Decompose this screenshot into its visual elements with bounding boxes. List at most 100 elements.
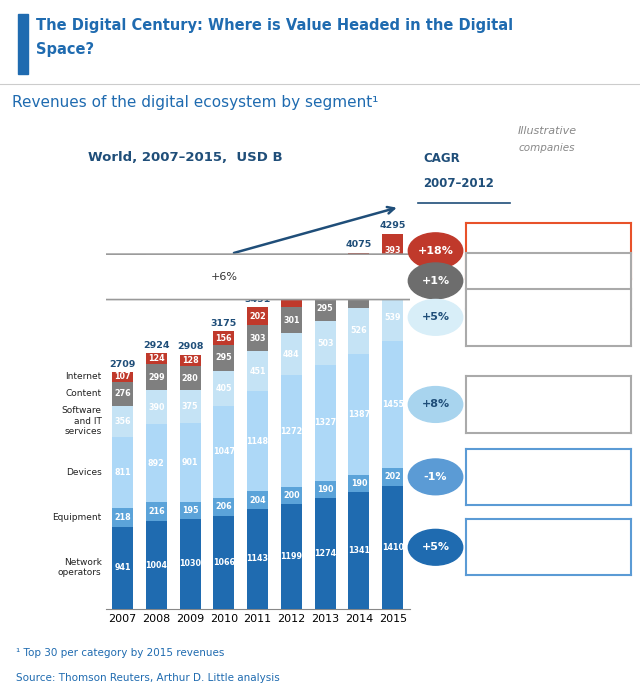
Text: 301: 301 (283, 316, 300, 325)
Bar (180, 355, 200, 366)
Text: CAGR: CAGR (423, 152, 460, 165)
Text: 2007–2012: 2007–2012 (423, 178, 494, 191)
Text: 1327: 1327 (314, 418, 336, 427)
Text: Source: Thomson Reuters, Arthur D. Little analysis: Source: Thomson Reuters, Arthur D. Littl… (16, 673, 280, 682)
Text: 190: 190 (351, 479, 367, 488)
Text: 375: 375 (182, 402, 198, 411)
Bar (281, 486, 302, 504)
Ellipse shape (408, 263, 463, 299)
Text: 1410: 1410 (381, 543, 404, 552)
Text: Devices: Devices (66, 468, 102, 477)
Text: 2709: 2709 (109, 360, 136, 369)
Text: Space?: Space? (36, 42, 94, 57)
Bar (146, 390, 167, 424)
Text: 276: 276 (114, 389, 131, 398)
Text: 1455: 1455 (381, 400, 404, 409)
Bar (315, 295, 335, 321)
Text: 295: 295 (317, 303, 333, 312)
Bar (180, 366, 200, 390)
Bar (348, 283, 369, 308)
Bar (213, 516, 234, 609)
Text: +1%: +1% (422, 276, 449, 286)
Bar (18, 14, 28, 74)
Bar (315, 321, 335, 365)
Bar (382, 234, 403, 268)
Bar (180, 502, 200, 519)
Bar (112, 526, 133, 609)
Bar (112, 372, 133, 382)
Bar (348, 252, 369, 283)
Bar (247, 325, 268, 352)
Text: 811: 811 (114, 468, 131, 477)
Bar (382, 468, 403, 486)
Text: 356: 356 (114, 417, 131, 426)
Bar (315, 365, 335, 481)
Text: +5%: +5% (422, 542, 449, 552)
Bar (213, 406, 234, 497)
Text: 299: 299 (148, 373, 164, 382)
Bar (213, 332, 234, 345)
Text: Equipment: Equipment (52, 513, 102, 522)
Bar (281, 333, 302, 376)
Text: 216: 216 (148, 507, 164, 516)
Text: Internet: Internet (65, 372, 102, 381)
Bar (112, 382, 133, 406)
Text: 393: 393 (385, 246, 401, 255)
Text: 4075: 4075 (346, 240, 372, 249)
Text: 390: 390 (148, 402, 164, 412)
Text: 539: 539 (385, 313, 401, 322)
Bar (146, 502, 167, 521)
Text: 3451: 3451 (244, 295, 271, 304)
Bar (180, 390, 200, 423)
Bar (281, 286, 302, 307)
Text: 1148: 1148 (246, 436, 269, 446)
Text: 204: 204 (250, 495, 266, 504)
Text: 1143: 1143 (246, 555, 269, 563)
Text: 892: 892 (148, 459, 164, 468)
Bar (281, 307, 302, 333)
Text: 1274: 1274 (314, 549, 336, 558)
Bar (382, 341, 403, 468)
Text: The Digital Century: Where is Value Headed in the Digital: The Digital Century: Where is Value Head… (36, 18, 513, 33)
Text: Revenues of the digital ecosystem by segment¹: Revenues of the digital ecosystem by seg… (12, 95, 378, 110)
Text: 202: 202 (385, 473, 401, 482)
Bar (180, 423, 200, 502)
Bar (112, 508, 133, 526)
Text: 1199: 1199 (280, 552, 302, 561)
Text: ¹ Top 30 per category by 2015 revenues: ¹ Top 30 per category by 2015 revenues (16, 648, 225, 658)
Text: 195: 195 (182, 506, 198, 515)
Text: 1387: 1387 (348, 410, 370, 419)
Text: 287: 287 (317, 278, 333, 288)
Bar (247, 308, 268, 325)
Bar (315, 497, 335, 609)
Bar (348, 354, 369, 475)
Bar (146, 354, 167, 364)
Text: 1272: 1272 (280, 427, 303, 436)
Bar (315, 481, 335, 497)
Bar (247, 509, 268, 609)
Bar (281, 376, 302, 486)
Text: 2908: 2908 (177, 343, 204, 352)
Text: 200: 200 (283, 491, 300, 500)
Text: 3695: 3695 (278, 274, 305, 283)
Ellipse shape (408, 459, 463, 495)
Text: 303: 303 (250, 334, 266, 343)
Bar (112, 406, 133, 437)
Bar (348, 492, 369, 609)
Text: 343: 343 (351, 264, 367, 272)
Text: 295: 295 (216, 354, 232, 363)
Text: Software
and IT
services: Software and IT services (61, 407, 102, 436)
Ellipse shape (408, 233, 463, 268)
Text: 240: 240 (283, 292, 300, 301)
Ellipse shape (408, 529, 463, 565)
Text: 296: 296 (385, 277, 401, 286)
Text: 526: 526 (351, 326, 367, 336)
Bar (382, 268, 403, 294)
Text: 405: 405 (216, 384, 232, 393)
Text: 1341: 1341 (348, 546, 370, 555)
Text: 107: 107 (114, 372, 131, 381)
Text: 4295: 4295 (380, 221, 406, 230)
Bar (382, 486, 403, 609)
Text: 1047: 1047 (213, 447, 235, 457)
Bar (281, 504, 302, 609)
